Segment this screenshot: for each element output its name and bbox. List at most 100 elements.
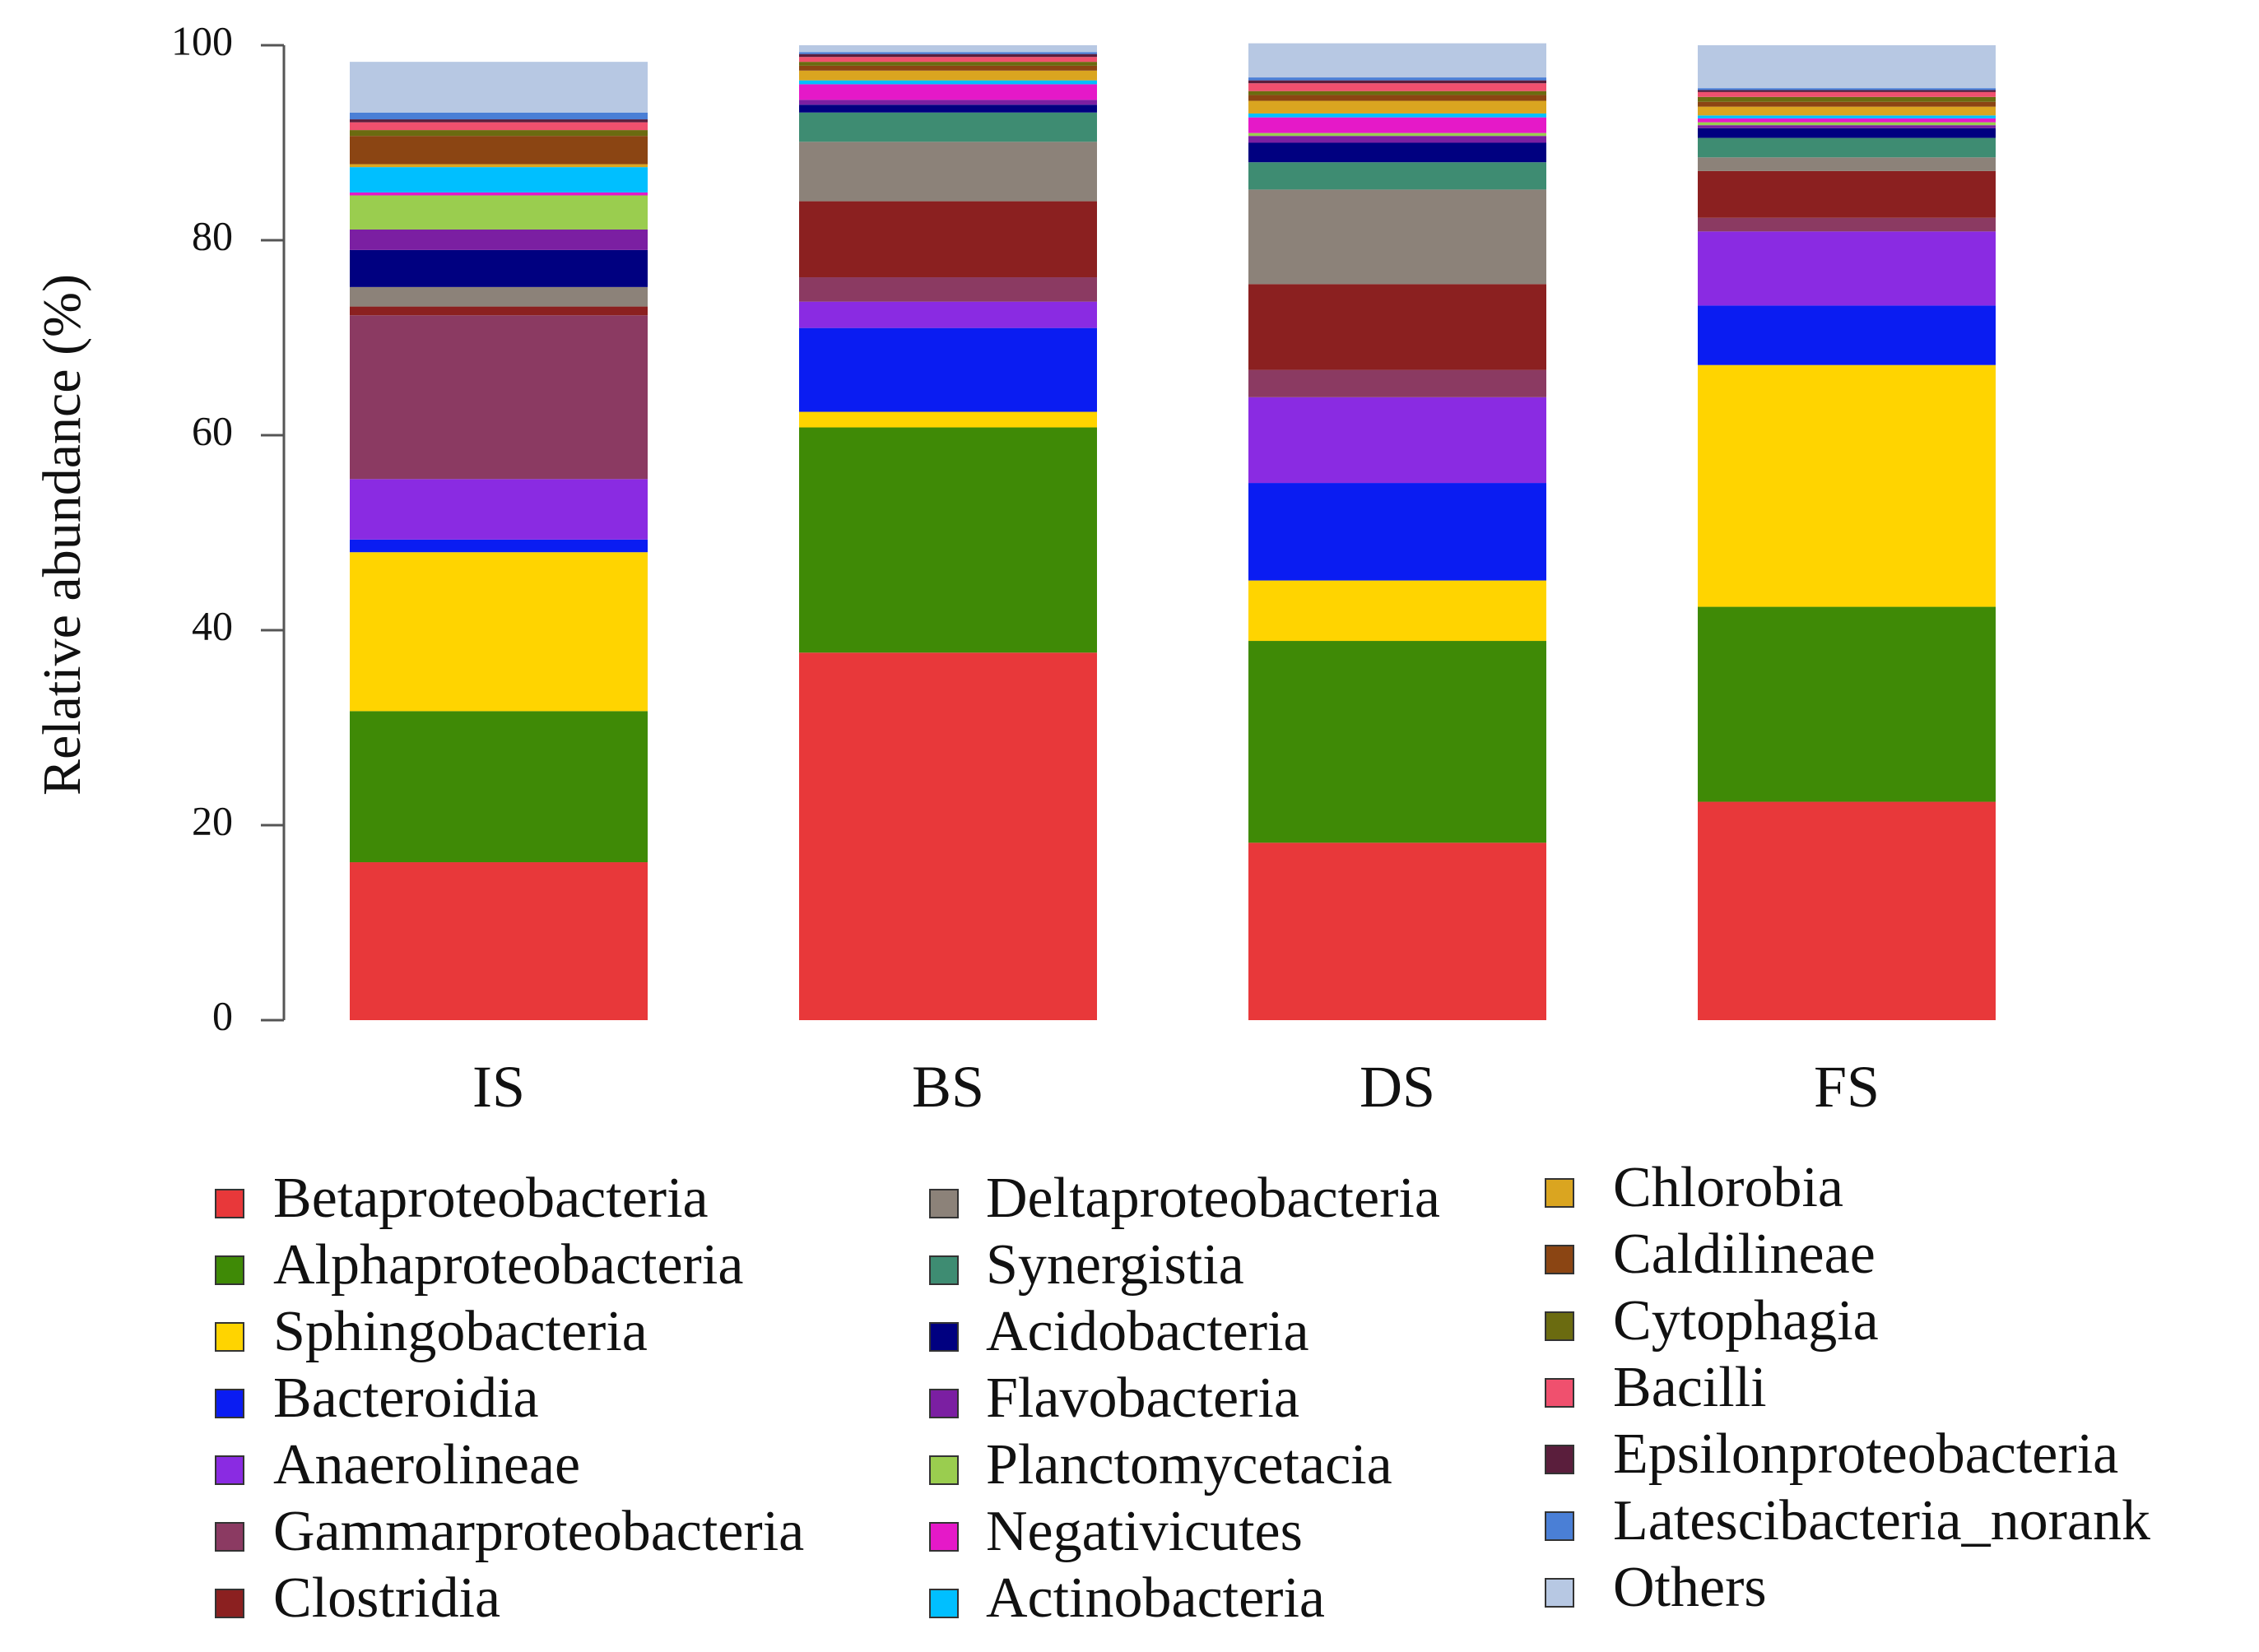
y-tick-label: 40 [192, 602, 233, 648]
legend-item-caldilineae: Caldilineae [1545, 1223, 1876, 1286]
legend-label: Synergistia [986, 1233, 1244, 1297]
legend-swatch [929, 1322, 959, 1352]
y-tick-label: 80 [192, 212, 233, 258]
legend-swatch [929, 1389, 959, 1418]
bar-segment-ds-negativicutes [1248, 117, 1546, 133]
bar-segment-bs-epsilonproteobacteria [799, 53, 1097, 58]
bar-segment-bs-chlorobia [799, 70, 1097, 81]
bar-segment-is-alphaproteobacteria [350, 711, 648, 863]
bar-segment-fs-anaerolineae [1698, 231, 1996, 306]
bar-segment-fs-latescibacteria-norank [1698, 88, 1996, 90]
bar-segment-fs-bacteroidia [1698, 305, 1996, 365]
bar-segment-bs-flavobacteria [799, 100, 1097, 105]
bar-segment-is-latescibacteria-norank [350, 112, 648, 120]
legend-swatch [1545, 1311, 1574, 1341]
legend-label: Acidobacteria [986, 1300, 1309, 1363]
bar-segment-bs-betaproteobacteria [799, 652, 1097, 1020]
legend-item-bacilli: Bacilli [1545, 1356, 1767, 1419]
legend-label: Actinobacteria [986, 1566, 1325, 1630]
legend-item-planctomycetacia: Planctomycetacia [929, 1433, 1392, 1497]
bar-segment-ds-latescibacteria-norank [1248, 77, 1546, 81]
legend-label: Anaerolineae [273, 1433, 580, 1497]
bar-segment-bs-anaerolineae [799, 301, 1097, 328]
bar-segment-bs-others [799, 45, 1097, 53]
legend-swatch [215, 1322, 244, 1352]
bar-segment-ds-others [1248, 43, 1546, 78]
bar-segment-fs-deltaproteobacteria [1698, 157, 1996, 171]
bar-segment-ds-synergistia [1248, 162, 1546, 190]
legend-item-flavobacteria: Flavobacteria [929, 1367, 1299, 1430]
bar-segment-is-bacilli [350, 122, 648, 131]
bar-segment-fs-chlorobia [1698, 106, 1996, 116]
y-axis-title: Relative abundance (%) [32, 274, 92, 796]
legend-item-bacteroidia: Bacteroidia [215, 1367, 539, 1430]
bar-segment-is-gammarproteobacteria [350, 315, 648, 480]
legend-label: Flavobacteria [986, 1367, 1299, 1430]
bar-bs [799, 45, 1097, 1020]
bar-segment-ds-epsilonproteobacteria [1248, 80, 1546, 84]
legend-label: Alphaproteobacteria [273, 1233, 743, 1297]
bar-segment-is-chlorobia [350, 164, 648, 168]
legend-swatch [1545, 1178, 1574, 1208]
legend-label: Betaproteobacteria [273, 1167, 709, 1230]
bar-is [350, 62, 648, 1020]
legend-swatch [215, 1189, 244, 1218]
legend-item-deltaproteobacteria: Deltaproteobacteria [929, 1167, 1440, 1230]
legend-item-acidobacteria: Acidobacteria [929, 1300, 1309, 1363]
x-tick-label-ds: DS [1360, 1054, 1435, 1120]
legend-item-gammarproteobacteria: Gammarproteobacteria [215, 1500, 804, 1563]
bar-segment-is-negativicutes [350, 192, 648, 196]
bar-segment-is-betaproteobacteria [350, 862, 648, 1020]
bar-segment-is-anaerolineae [350, 479, 648, 540]
bar-segment-is-acidobacteria [350, 249, 648, 287]
bar-segment-is-flavobacteria [350, 229, 648, 250]
legend-label: Clostridia [273, 1566, 500, 1630]
legend-label: Chlorobia [1613, 1156, 1843, 1219]
legend-swatch [215, 1455, 244, 1485]
bar-segment-fs-clostridia [1698, 170, 1996, 218]
bar-segment-fs-synergistia [1698, 137, 1996, 158]
legend-item-others: Others [1545, 1556, 1767, 1619]
bar-segment-bs-synergistia [799, 112, 1097, 142]
bar-segment-bs-acidobacteria [799, 104, 1097, 113]
bar-segment-ds-acidobacteria [1248, 142, 1546, 163]
legend-item-actinobacteria: Actinobacteria [929, 1566, 1325, 1630]
legend-item-negativicutes: Negativicutes [929, 1500, 1303, 1563]
legend-label: Bacilli [1613, 1356, 1767, 1419]
bar-segment-fs-sphingobacteria [1698, 364, 1996, 607]
bar-segment-fs-gammarproteobacteria [1698, 217, 1996, 232]
bar-segment-is-caldilineae [350, 136, 648, 165]
bar-segment-fs-bacilli [1698, 91, 1996, 97]
y-tick-label: 60 [192, 407, 233, 453]
bar-segment-fs-negativicutes [1698, 118, 1996, 123]
legend-swatch [1545, 1245, 1574, 1274]
bar-segment-ds-sphingobacteria [1248, 580, 1546, 642]
bar-segment-bs-bacteroidia [799, 327, 1097, 412]
legend-swatch [215, 1589, 244, 1618]
legend-item-epsilonproteobacteria: Epsilonproteobacteria [1545, 1422, 2118, 1486]
legend-label: Epsilonproteobacteria [1613, 1422, 2118, 1486]
legend-swatch [1545, 1378, 1574, 1408]
bar-segment-ds-caldilineae [1248, 95, 1546, 101]
bar-segment-ds-deltaproteobacteria [1248, 189, 1546, 285]
legend-item-cytophagia: Cytophagia [1545, 1289, 1879, 1353]
legend-item-synergistia: Synergistia [929, 1233, 1244, 1297]
bar-segment-ds-betaproteobacteria [1248, 842, 1546, 1020]
bar-segment-bs-negativicutes [799, 84, 1097, 100]
bar-segment-bs-deltaproteobacteria [799, 142, 1097, 202]
legend-swatch [929, 1589, 959, 1618]
bar-segment-is-others [350, 62, 648, 113]
legend-label: Cytophagia [1613, 1289, 1879, 1353]
bar-segment-fs-acidobacteria [1698, 128, 1996, 138]
bar-segment-bs-gammarproteobacteria [799, 277, 1097, 302]
legend-swatch [929, 1255, 959, 1285]
legend-label: Latescibacteria_norank [1613, 1489, 2150, 1552]
bar-segment-bs-cytophagia [799, 62, 1097, 66]
bar-segment-ds-flavobacteria [1248, 136, 1546, 143]
legend-swatch [215, 1522, 244, 1552]
bar-segment-bs-bacilli [799, 57, 1097, 63]
bar-segment-fs-cytophagia [1698, 96, 1996, 102]
bar-segment-ds-chlorobia [1248, 100, 1546, 114]
x-tick-label-bs: BS [912, 1054, 984, 1120]
